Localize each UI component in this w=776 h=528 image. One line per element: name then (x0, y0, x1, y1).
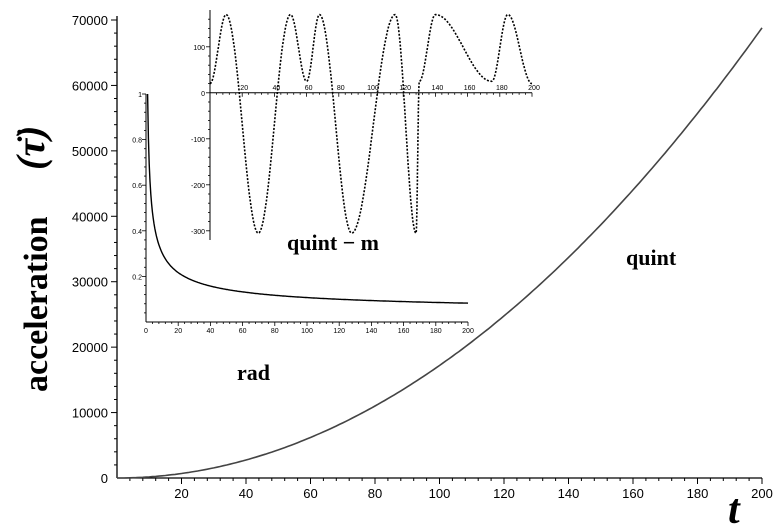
y-axis-label: acceleration (18, 216, 55, 392)
inset2-y-tick-label: 100 (193, 45, 205, 52)
y-tick-label: 60000 (72, 78, 108, 93)
inset2-x-tick-label: 80 (337, 85, 345, 92)
inset1-y-tick-label: 1 (138, 92, 142, 99)
inset1-x-tick-label: 60 (239, 328, 247, 335)
x-tick-label: 160 (622, 486, 644, 501)
inset-rad-axes: 0 20 40 60 80 100 120 140 160 180 200 0.2 0.4 0.6 0.8 1 (132, 92, 474, 335)
inset1-x-tick-label: 80 (271, 328, 279, 335)
inset2-x-tick-label: 140 (432, 85, 444, 92)
inset1-x-tick-label: 120 (333, 328, 345, 335)
inset2-x-tick-label: 40 (273, 85, 281, 92)
quint-curve (117, 27, 763, 479)
x-tick-label: 40 (239, 486, 253, 501)
y-tick-label: 20000 (72, 340, 108, 355)
inset1-x-tick-label: 180 (430, 328, 442, 335)
inset-quint-m-axes: 20 40 60 80 100 120 140 160 180 200 100 0 -100 -200 -3… (191, 10, 540, 240)
quint-m-curve-label: quint − m (287, 230, 379, 255)
inset1-x-tick-label: 20 (174, 328, 182, 335)
inset1-y-tick-label: 0.8 (132, 138, 142, 145)
inset1-x-tick-label: 160 (398, 328, 410, 335)
inset2-y-tick-label: -100 (191, 137, 205, 144)
x-tick-label: 200 (751, 486, 773, 501)
rad-curve-label: rad (237, 360, 270, 385)
inset2-x-tick-label: 120 (399, 85, 411, 92)
inset2-x-tick-label: 200 (528, 85, 540, 92)
inset1-y-tick-label: 0.6 (132, 183, 142, 190)
x-tick-label: 20 (174, 486, 188, 501)
inset2-y-tick-label: -300 (191, 229, 205, 236)
quint-m-curve (209, 13, 533, 235)
inset1-x-tick-label: 200 (462, 328, 474, 335)
y-tick-label: 0 (101, 471, 108, 486)
inset1-y-tick-label: 0.4 (132, 229, 142, 236)
y-axis-symbol: (τ̈) (8, 126, 53, 170)
inset1-y-tick-label: 0.2 (132, 274, 142, 281)
x-tick-label: 140 (558, 486, 580, 501)
y-tick-label: 70000 (72, 13, 108, 28)
x-tick-label: 80 (368, 486, 382, 501)
inset1-x-tick-label: 100 (301, 328, 313, 335)
x-tick-label: 100 (429, 486, 451, 501)
inset1-x-tick-label: 40 (207, 328, 215, 335)
inset2-x-tick-label: 160 (464, 85, 476, 92)
x-tick-label: 180 (687, 486, 709, 501)
inset1-x-tick-label: 0 (144, 328, 148, 335)
inset2-x-tick-label: 180 (496, 85, 508, 92)
rad-curve (146, 93, 469, 304)
inset2-x-tick-label: 20 (240, 85, 248, 92)
quint-curve-label: quint (626, 245, 677, 270)
inset1-x-tick-label: 140 (366, 328, 378, 335)
inset-quint-m-chart: 20 40 60 80 100 120 140 160 180 200 100 0 -100 -200 -3… (191, 5, 540, 243)
inset2-y-tick-label: 0 (201, 91, 205, 98)
inset2-x-tick-label: 100 (367, 85, 379, 92)
y-tick-label: 50000 (72, 144, 108, 159)
inset2-y-tick-label: -200 (191, 183, 205, 190)
x-axis-label: t (728, 487, 741, 528)
y-tick-label: 40000 (72, 209, 108, 224)
x-tick-label: 120 (493, 486, 515, 501)
x-tick-label: 60 (303, 486, 317, 501)
main-axes: 20 40 60 80 100 120 140 160 180 20001000020000300… (72, 13, 773, 501)
y-tick-label: 30000 (72, 275, 108, 290)
inset2-x-tick-label: 60 (305, 85, 313, 92)
y-tick-label: 10000 (72, 406, 108, 421)
